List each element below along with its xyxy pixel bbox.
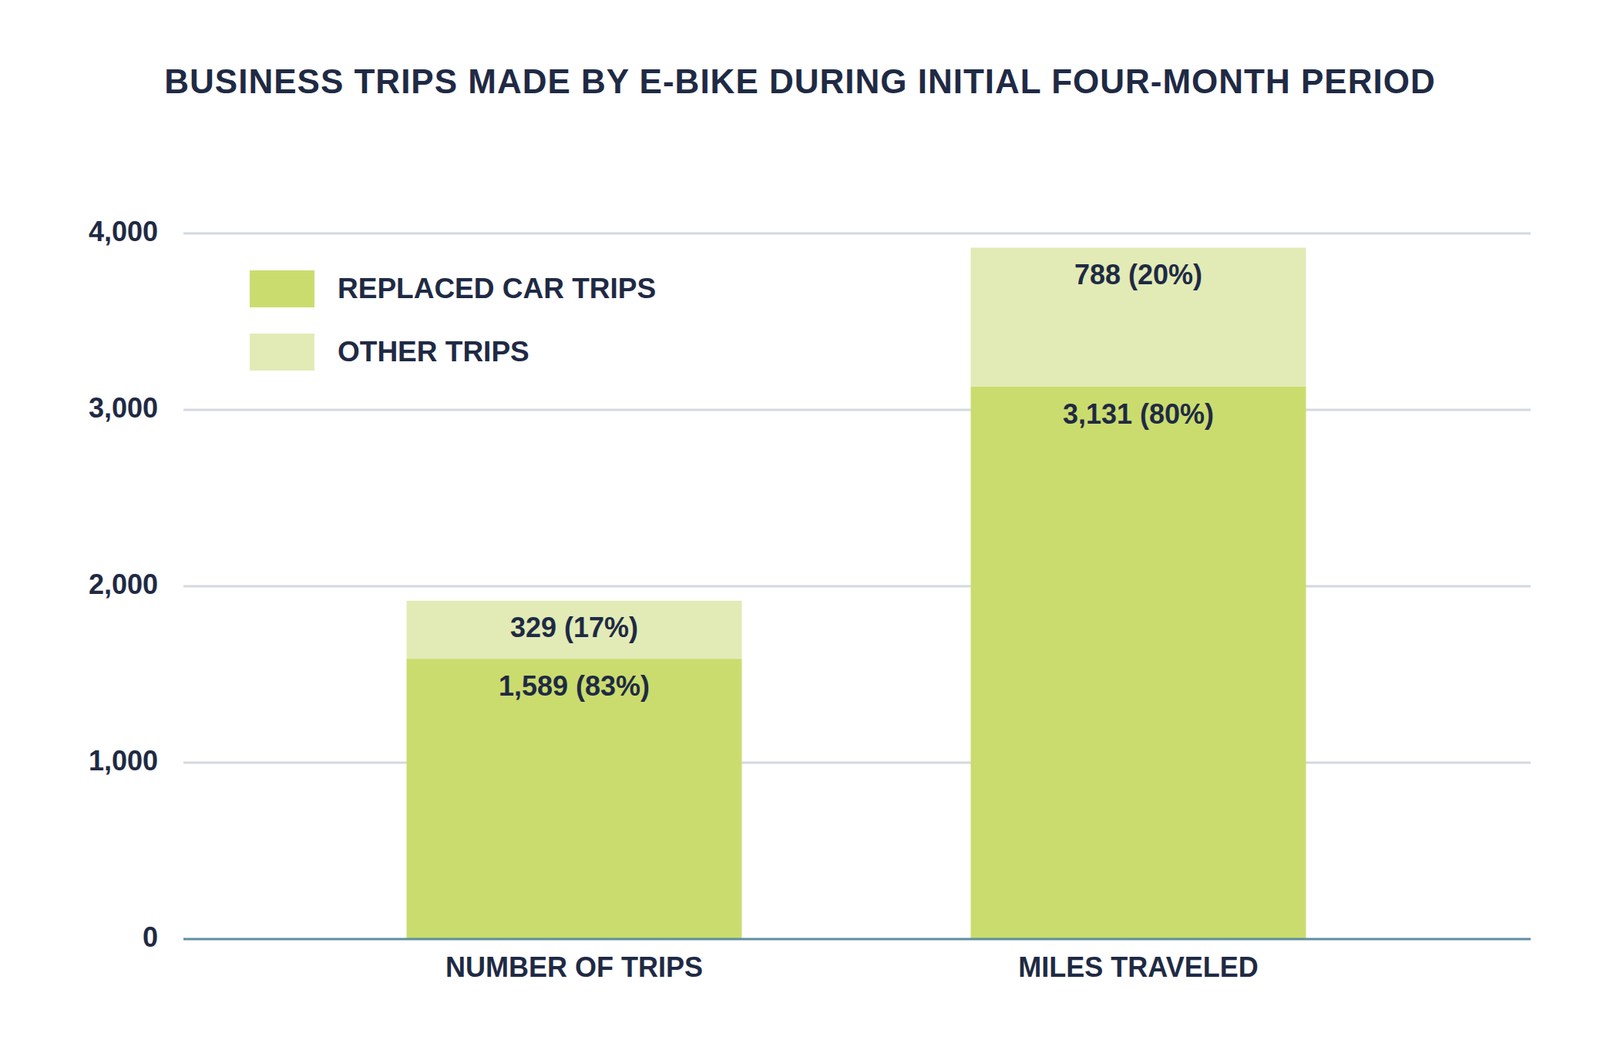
grid-line: [183, 585, 1531, 589]
title: BUSINESS TRIPS MADE BY E-BIKE DURING INI…: [164, 62, 1436, 101]
legend: REPLACED CAR TRIPS OTHER TRIPS: [249, 270, 656, 371]
x-axis-line: [183, 938, 1531, 942]
bar: [406, 658, 743, 940]
x-tick-label: MILES TRAVELED: [1018, 951, 1258, 984]
grid: [183, 233, 1531, 764]
data-label: 1,589 (83%): [498, 670, 650, 703]
y-tick-label: 0: [142, 921, 158, 954]
y-tick-label: 3,000: [88, 392, 158, 424]
chart-container: BUSINESS TRIPS MADE BY E-BIKE DURING INI…: [0, 0, 1600, 1050]
grid-line: [183, 762, 1531, 765]
y-tick-label: 1,000: [88, 745, 158, 777]
data-labels: 1,589 (83%) 329 (17%) 3,131 (80%) 788 (20%): [498, 258, 1214, 703]
data-label: 788 (20%): [1074, 258, 1203, 291]
y-tick-label: 4,000: [88, 215, 158, 248]
legend-label: OTHER TRIPS: [337, 336, 530, 368]
grid-line: [183, 232, 1531, 236]
data-label: 3,131 (80%): [1062, 398, 1214, 431]
legend-swatch: [249, 270, 315, 308]
chart-svg: BUSINESS TRIPS MADE BY E-BIKE DURING INI…: [0, 0, 1600, 1050]
grid-line: [183, 409, 1531, 412]
bar: [971, 248, 1307, 387]
legend-swatch: [249, 333, 315, 371]
legend-label: REPLACED CAR TRIPS: [337, 272, 656, 305]
bar: [406, 601, 743, 659]
data-label: 329 (17%): [510, 611, 639, 644]
bar: [971, 386, 1307, 940]
x-tick-label: NUMBER OF TRIPS: [445, 951, 703, 984]
bars: [406, 248, 1307, 940]
y-tick-label: 2,000: [88, 568, 158, 601]
